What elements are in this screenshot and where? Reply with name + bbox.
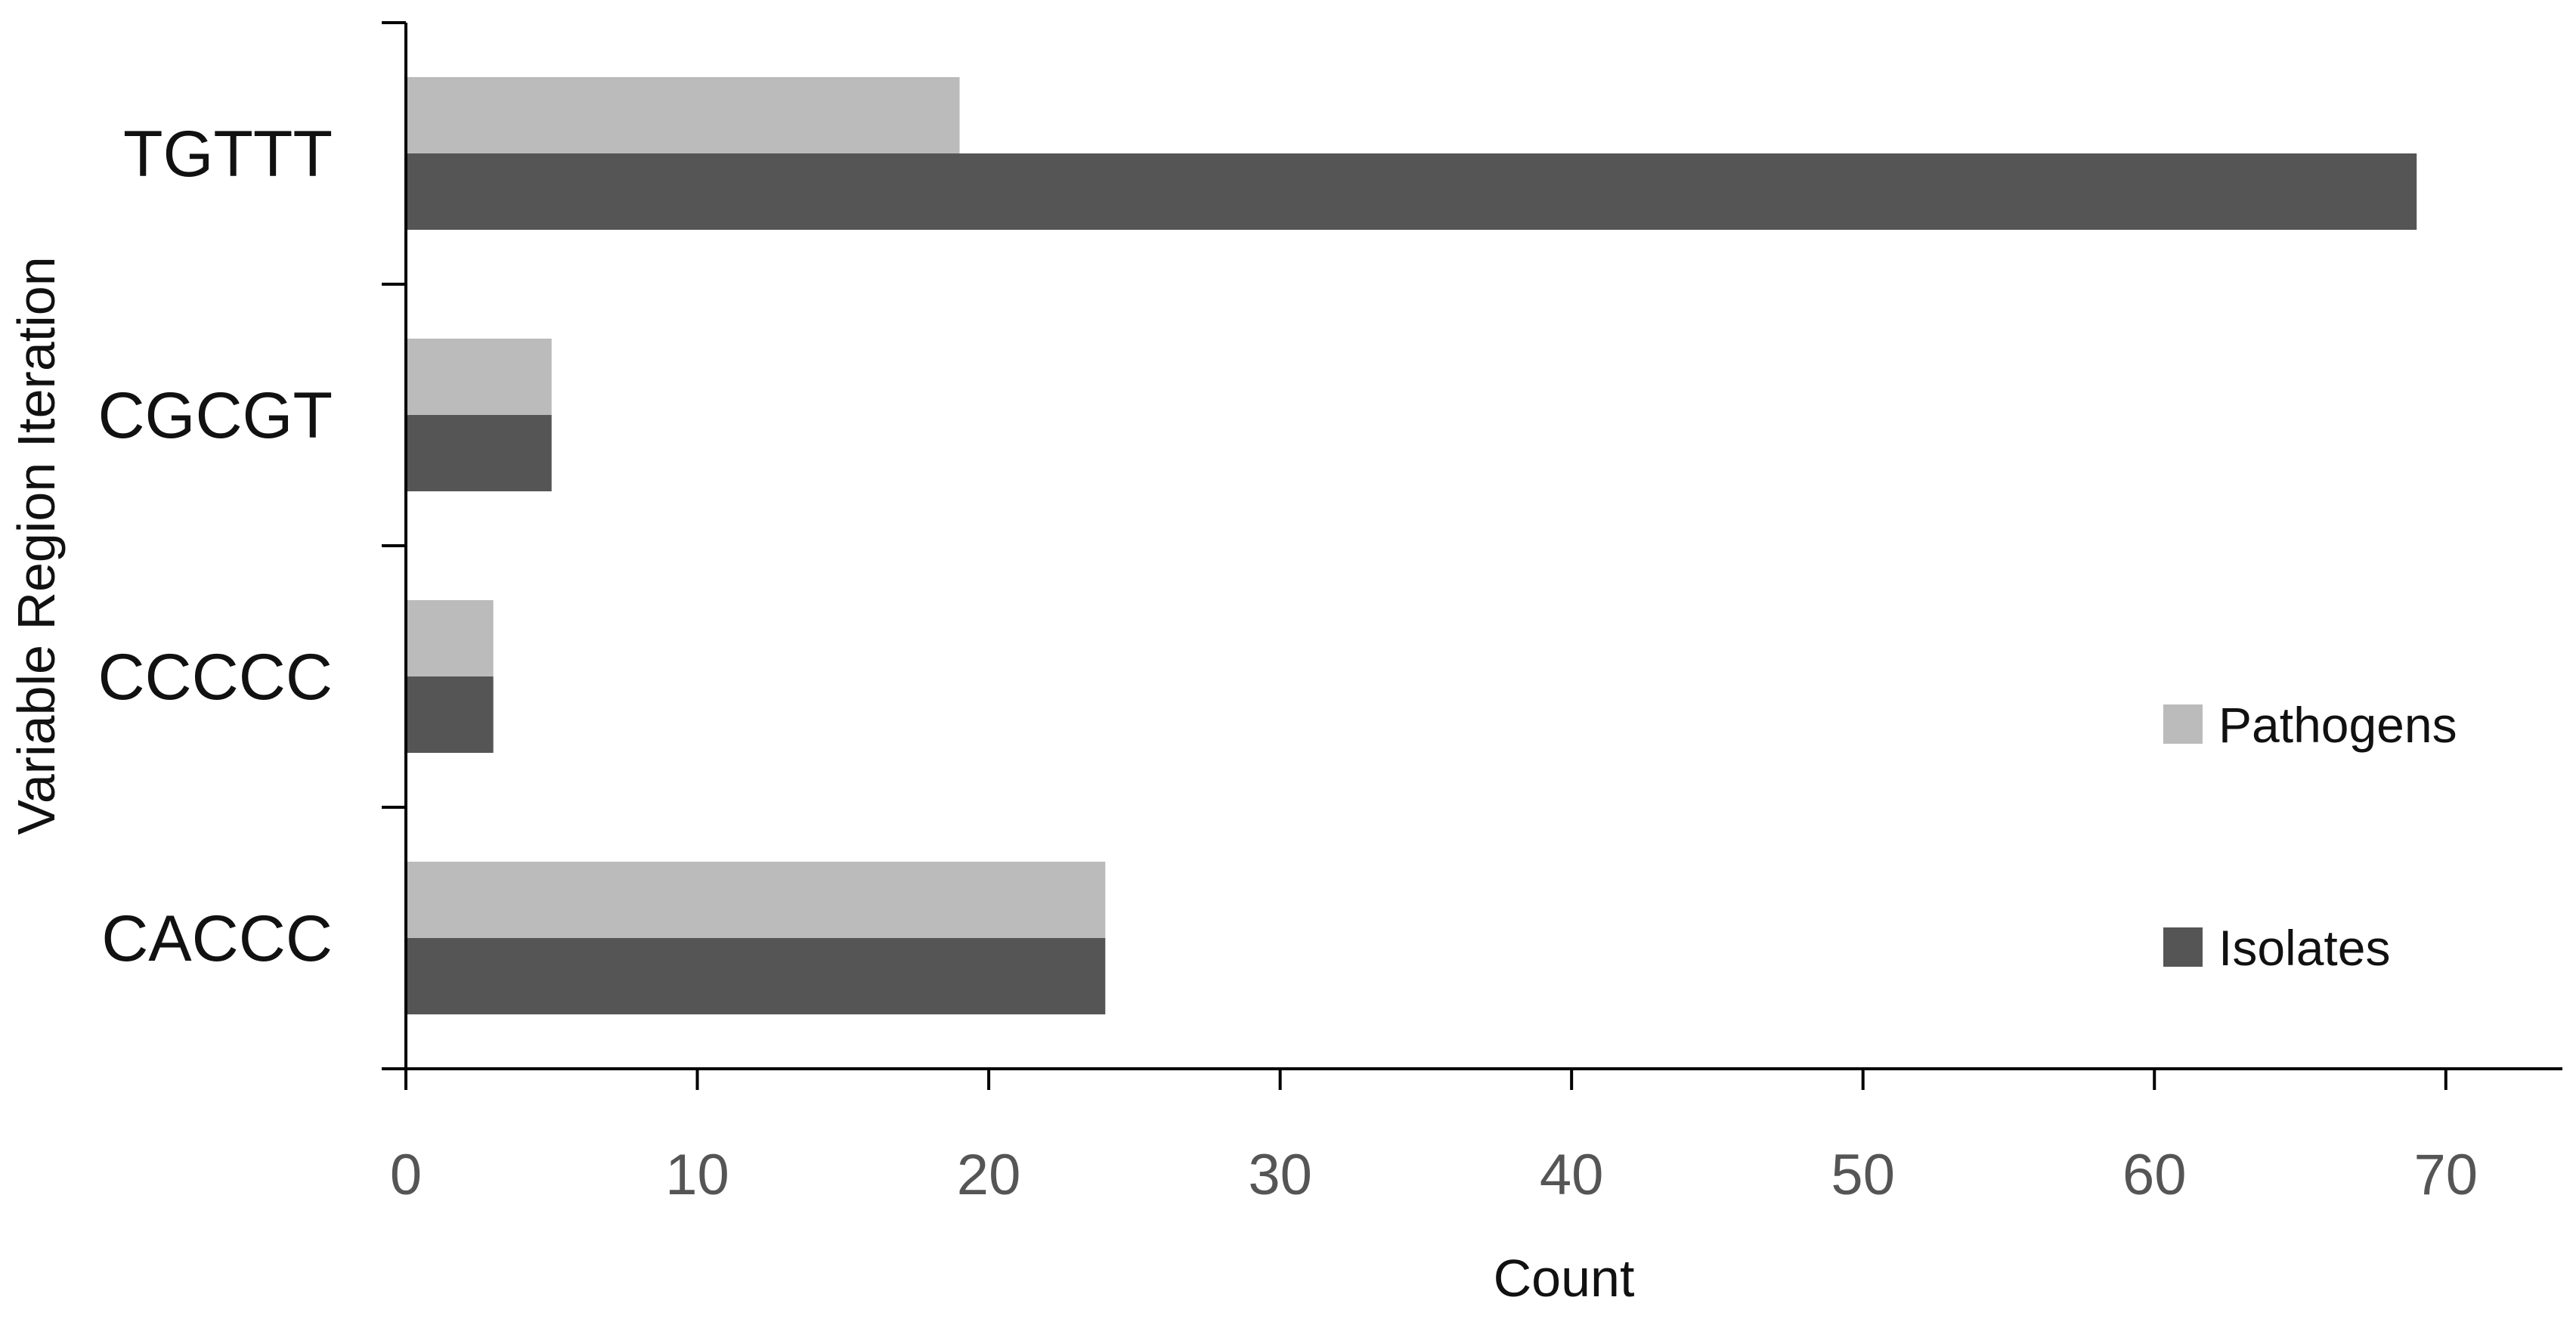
- bar-isolates-caccc: [406, 938, 1106, 1014]
- bars-layer: [406, 77, 2417, 1014]
- bar-isolates-cgcgt: [406, 415, 552, 491]
- legend-label-isolates: Isolates: [2218, 920, 2390, 976]
- ticks-layer: TGTTT CGCGT CCCCC CACCC 0 10 20 30 40 50 60 70: [98, 21, 2478, 1207]
- bar-isolates-ccccc: [406, 676, 494, 753]
- x-axis-title: Count: [1494, 1249, 1635, 1308]
- x-tick-label: 10: [665, 1143, 729, 1207]
- y-tick-label: TGTTT: [123, 118, 333, 190]
- bar-pathogens-cgcgt: [406, 339, 552, 415]
- x-tick-label: 70: [2414, 1143, 2478, 1207]
- bar-pathogens-tgttt: [406, 77, 960, 153]
- bar-isolates-tgttt: [406, 153, 2417, 230]
- bar-pathogens-ccccc: [406, 600, 494, 676]
- x-tick-label: 60: [2122, 1143, 2187, 1207]
- y-tick-label: CCCCC: [98, 641, 333, 714]
- y-axis-title: Variable Region Iteration: [7, 256, 66, 834]
- y-tick-label: CACCC: [101, 902, 333, 975]
- legend-label-pathogens: Pathogens: [2218, 697, 2457, 753]
- bar-pathogens-caccc: [406, 862, 1106, 938]
- legend-swatch-pathogens: [2163, 704, 2203, 744]
- x-tick-label: 50: [1831, 1143, 1895, 1207]
- legend-swatch-isolates: [2163, 927, 2203, 967]
- y-tick-label: CGCGT: [98, 379, 333, 452]
- x-tick-label: 40: [1540, 1143, 1604, 1207]
- legend: Pathogens Isolates: [2163, 697, 2457, 976]
- x-tick-label: 0: [390, 1143, 422, 1207]
- x-tick-label: 20: [957, 1143, 1021, 1207]
- x-tick-label: 30: [1248, 1143, 1312, 1207]
